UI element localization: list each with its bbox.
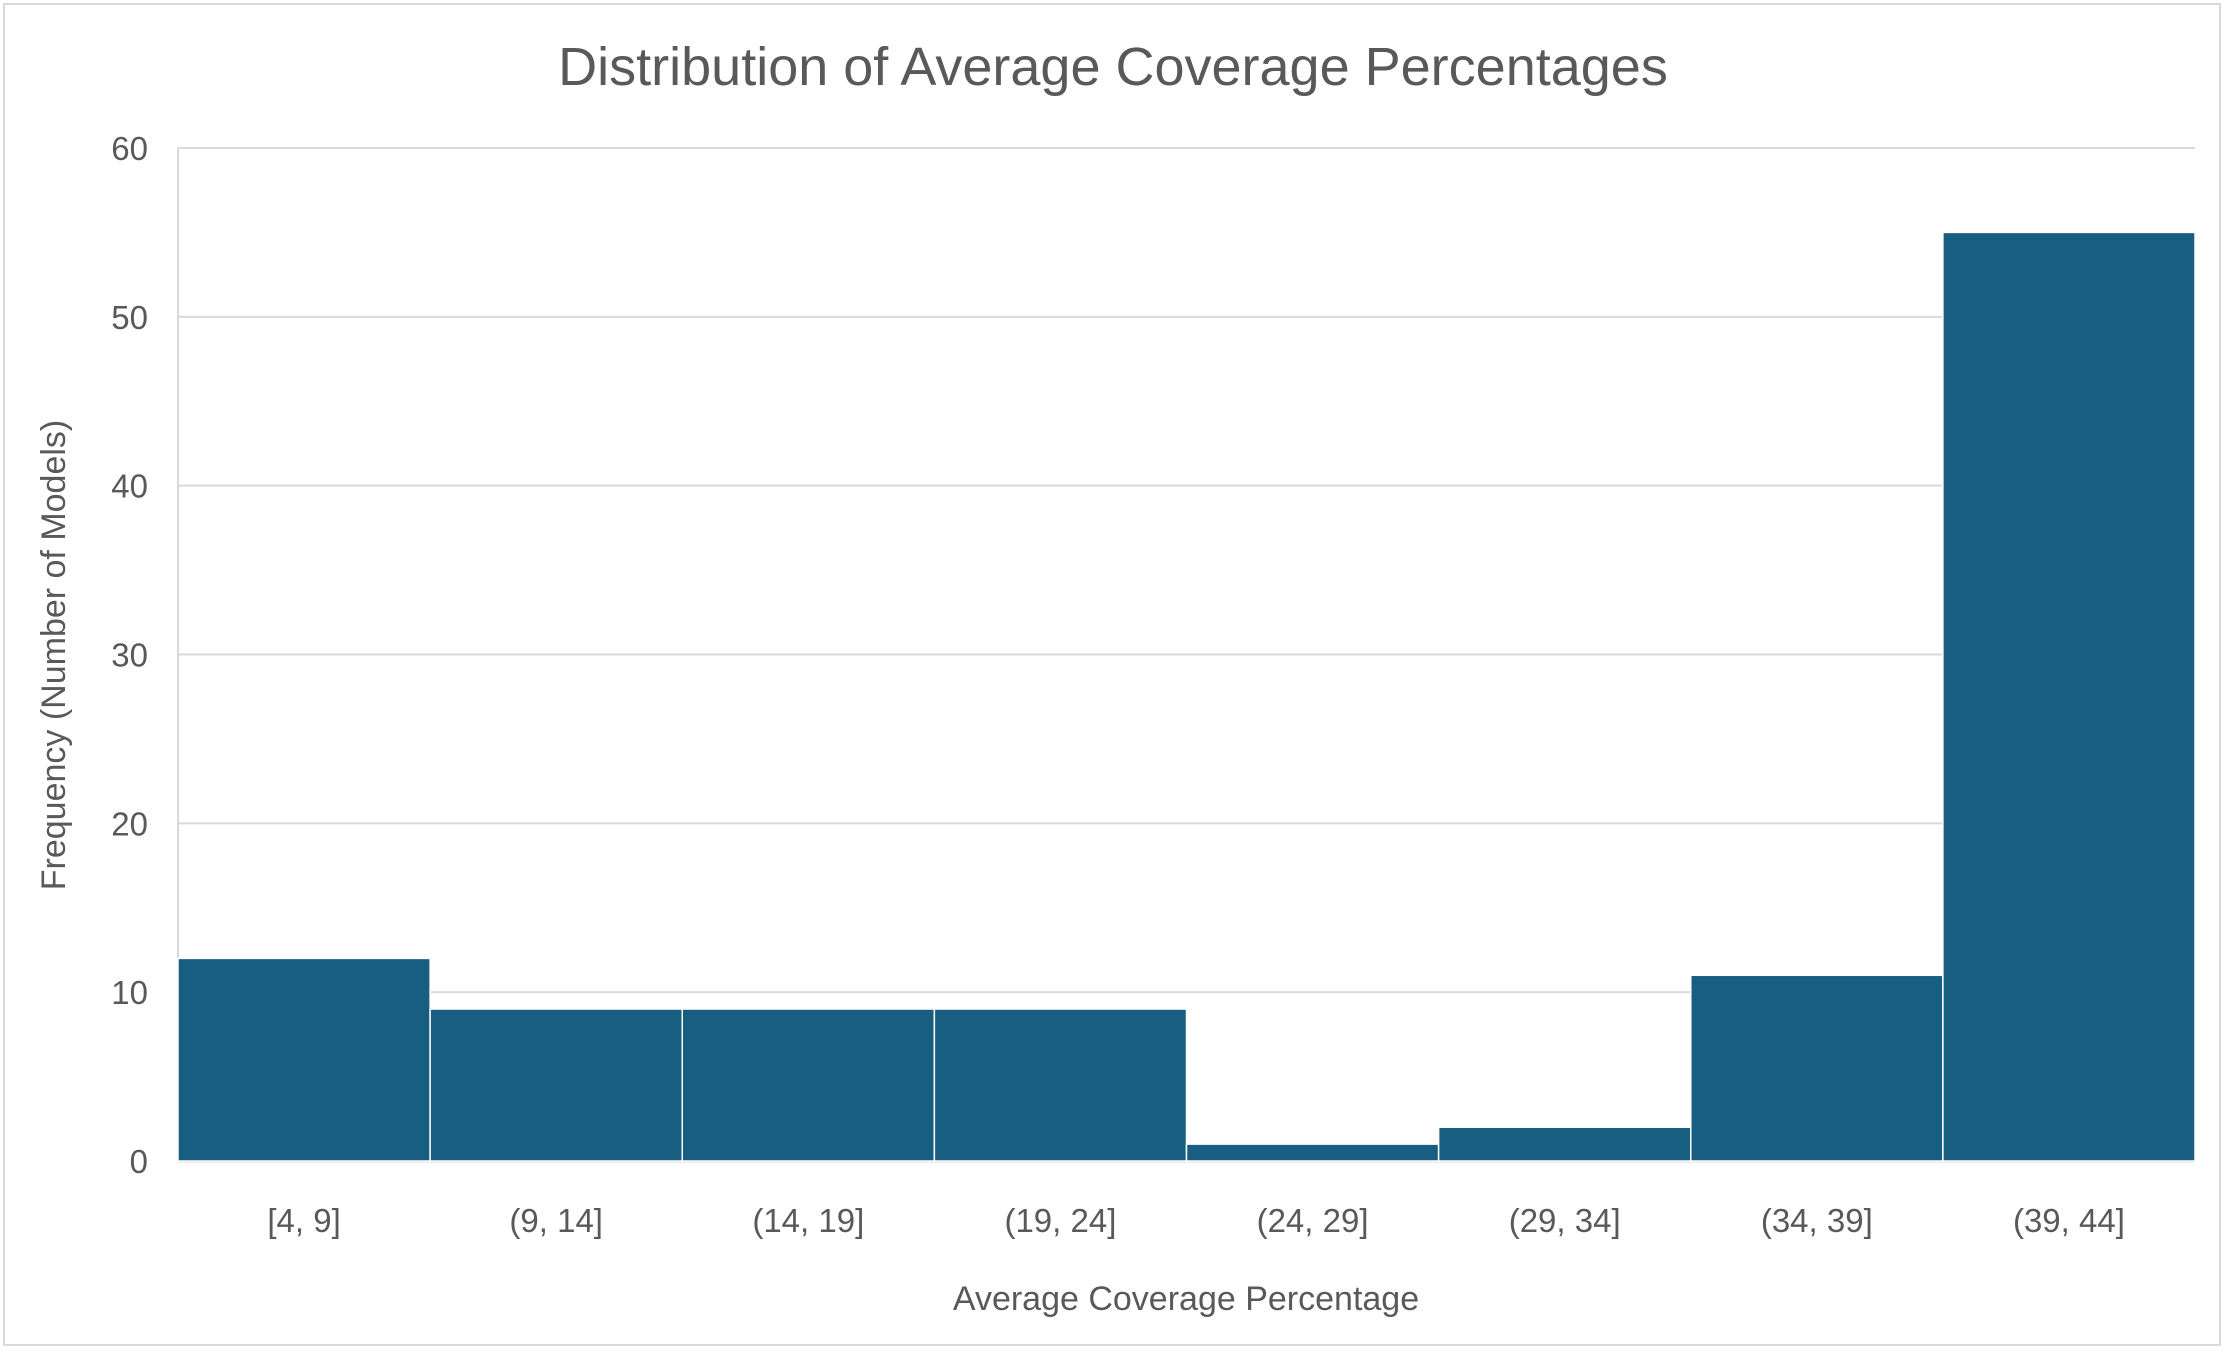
bar (1185, 1143, 1440, 1162)
bar (681, 1008, 936, 1162)
bar (1942, 231, 2196, 1162)
bar (1437, 1126, 1692, 1162)
y-tick-label: 40 (111, 468, 148, 505)
x-tick-label: (24, 29] (1257, 1202, 1369, 1239)
bar (1690, 974, 1944, 1162)
bar (933, 1008, 1188, 1162)
x-tick-labels: [4, 9] (9, 14] (14, 19] (19, 24] (24, 29] (29… (267, 1202, 2125, 1239)
y-tick-label: 30 (111, 637, 148, 674)
x-tick-label: (14, 19] (752, 1202, 864, 1239)
x-tick-label: (9, 14] (509, 1202, 603, 1239)
y-tick-label: 50 (111, 299, 148, 336)
chart-title: Distribution of Average Coverage Percent… (558, 37, 1668, 97)
y-tick-label: 10 (111, 974, 148, 1011)
y-tick-label: 0 (130, 1143, 148, 1180)
x-axis-title: Average Coverage Percentage (953, 1280, 1419, 1318)
y-tick-labels: 0 10 20 30 40 50 60 (111, 130, 148, 1180)
bars (177, 231, 2196, 1162)
x-tick-label: (39, 44] (2013, 1202, 2125, 1239)
y-tick-label: 20 (111, 805, 148, 842)
y-tick-label: 60 (111, 130, 148, 167)
x-tick-label: (34, 39] (1761, 1202, 1873, 1239)
y-axis-title: Frequency (Number of Models) (35, 420, 73, 891)
bar (429, 1008, 683, 1162)
x-tick-label: [4, 9] (267, 1202, 340, 1239)
bar (177, 957, 431, 1162)
x-tick-label: (29, 34] (1509, 1202, 1621, 1239)
x-tick-label: (19, 24] (1004, 1202, 1116, 1239)
